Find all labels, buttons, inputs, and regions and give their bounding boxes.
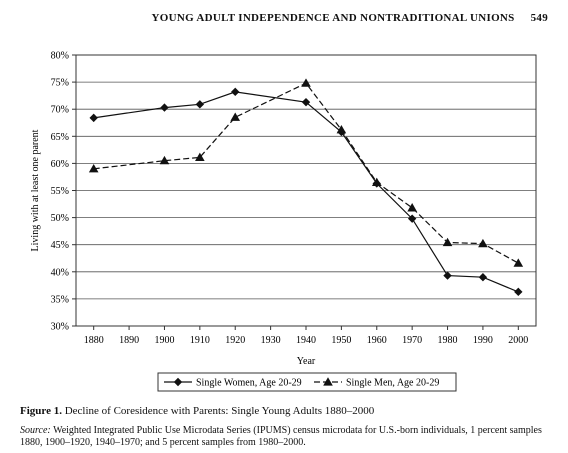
source-text: Weighted Integrated Public Use Microdata…	[20, 425, 542, 448]
data-point	[407, 203, 417, 212]
legend-label: Single Women, Age 20-29	[196, 378, 302, 389]
y-tick-label: 75%	[51, 78, 69, 89]
y-tick-label: 35%	[51, 294, 69, 305]
x-axis-ticks: 1880 1890 1900 1910 1920 1930 1940 1950 1960 1970…	[84, 326, 528, 346]
y-tick-label: 30%	[51, 322, 69, 333]
x-tick-label: 1920	[225, 335, 245, 346]
y-tick-label: 45%	[51, 240, 69, 251]
x-tick-label: 1910	[190, 335, 210, 346]
data-point	[478, 238, 488, 248]
x-axis-label: Year	[297, 356, 316, 367]
figure-label: Figure 1.	[20, 405, 62, 417]
data-point	[195, 100, 205, 109]
data-point	[514, 287, 523, 297]
data-point	[513, 258, 524, 267]
x-tick-label: 1900	[154, 335, 174, 346]
grid-layer	[76, 54, 536, 327]
y-tick-label: 80%	[51, 51, 69, 62]
x-tick-label: 1880	[84, 335, 104, 346]
legend: Single Women, Age 20-29 Single Men, Age 2…	[157, 372, 457, 392]
series-line	[93, 91, 519, 293]
data-point	[443, 271, 452, 280]
source-note: Source: Weighted Integrated Public Use M…	[20, 425, 560, 449]
page-number: 549	[530, 12, 548, 24]
data-point	[230, 112, 241, 121]
data-point	[159, 155, 170, 165]
x-tick-label: 1960	[367, 335, 387, 346]
data-point	[336, 124, 347, 134]
legend-box	[157, 372, 457, 392]
series-line	[93, 82, 519, 264]
data-point	[407, 214, 417, 223]
data-point	[442, 237, 453, 247]
x-tick-label: 1930	[261, 335, 281, 346]
legend-marker	[323, 377, 333, 386]
legend-entry: Single Women, Age 20-29	[164, 378, 302, 389]
figure-caption: Figure 1. Decline of Coresidence with Pa…	[20, 405, 560, 417]
y-axis-label: Living with at least one parent	[30, 129, 41, 251]
running-head: YOUNG ADULT INDEPENDENCE AND NONTRADITIO…	[0, 12, 548, 24]
data-point	[301, 78, 311, 87]
y-tick-label: 40%	[51, 267, 69, 278]
series-layer	[88, 78, 524, 297]
data-point	[89, 113, 98, 123]
running-title: YOUNG ADULT INDEPENDENCE AND NONTRADITIO…	[151, 12, 515, 24]
data-point	[88, 164, 99, 173]
data-point	[195, 152, 205, 162]
x-tick-label: 1980	[438, 335, 458, 346]
x-tick-label: 1890	[119, 335, 139, 346]
figure-caption-text: Decline of Coresidence with Parents: Sin…	[64, 405, 375, 417]
legend-entry: Single Men, Age 20-29	[314, 377, 439, 389]
legend-label: Single Men, Age 20-29	[346, 378, 439, 389]
source-label: Source:	[20, 425, 51, 436]
y-axis-ticks: 30% 35% 40% 45% 50% 55% 60% 65% 70% 75% 80%	[51, 51, 76, 333]
x-tick-label: 1940	[296, 335, 316, 346]
y-tick-label: 60%	[51, 159, 69, 170]
x-tick-label: 1950	[331, 335, 351, 346]
y-tick-label: 50%	[51, 213, 69, 224]
x-tick-label: 1970	[402, 335, 422, 346]
series-women	[89, 87, 523, 297]
x-tick-label: 2000	[508, 335, 528, 346]
legend-marker	[173, 377, 183, 387]
x-tick-label: 1990	[473, 335, 493, 346]
y-tick-label: 55%	[51, 186, 69, 197]
data-point	[301, 97, 311, 107]
data-point	[160, 103, 169, 112]
data-point	[231, 87, 240, 97]
legend-items: Single Women, Age 20-29 Single Men, Age 2…	[164, 377, 439, 389]
data-point	[371, 177, 382, 186]
data-point	[478, 273, 488, 282]
line-chart: 30%35%40%45%50%55%60%65%70%75%80% 1880 18…	[30, 51, 537, 392]
y-tick-label: 65%	[51, 132, 69, 143]
y-tick-label: 70%	[51, 105, 69, 116]
series-men	[88, 78, 524, 267]
